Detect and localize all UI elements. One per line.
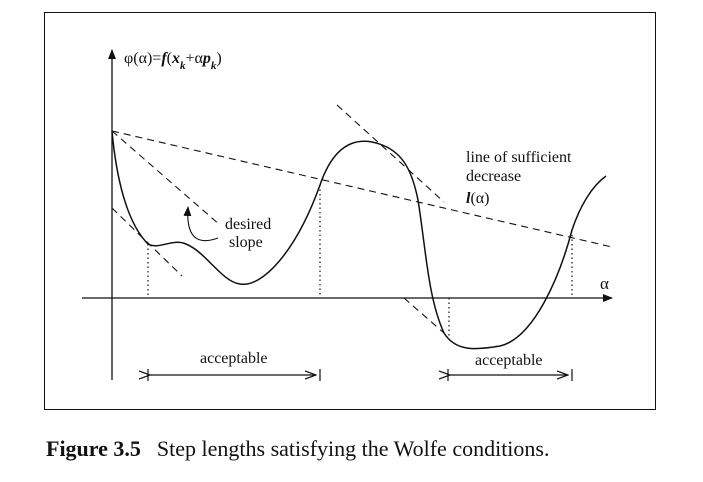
desired-slope-label-line2: slope [229, 234, 263, 251]
tangent-line-2 [336, 104, 445, 203]
tangent-line-1 [111, 207, 183, 277]
sufficient-decrease-symbol: l(α) [466, 190, 490, 207]
acceptable-label-1: acceptable [200, 350, 268, 367]
phi-curve [111, 130, 607, 350]
y-axis-label: φ(α)=f(xk+αpk) [124, 50, 222, 72]
tangent-line-3 [403, 297, 445, 334]
desired-slope-label-line1: desired [225, 216, 271, 233]
acceptable-label-2: acceptable [475, 352, 543, 369]
figure-caption-text: Step lengths satisfying the Wolfe condit… [156, 436, 550, 461]
figure-number: Figure 3.5 [46, 436, 141, 461]
desired-slope-pointer [183, 206, 219, 242]
figure-frame [44, 12, 656, 410]
x-axis-label: α [600, 274, 609, 293]
sufficient-decrease-label-line2: decrease [466, 168, 521, 185]
figure-caption: Figure 3.5 Step lengths satisfying the Wo… [46, 436, 549, 462]
sufficient-decrease-label-line1: line of sufficient [466, 149, 572, 166]
sufficient-decrease-line [111, 130, 613, 248]
